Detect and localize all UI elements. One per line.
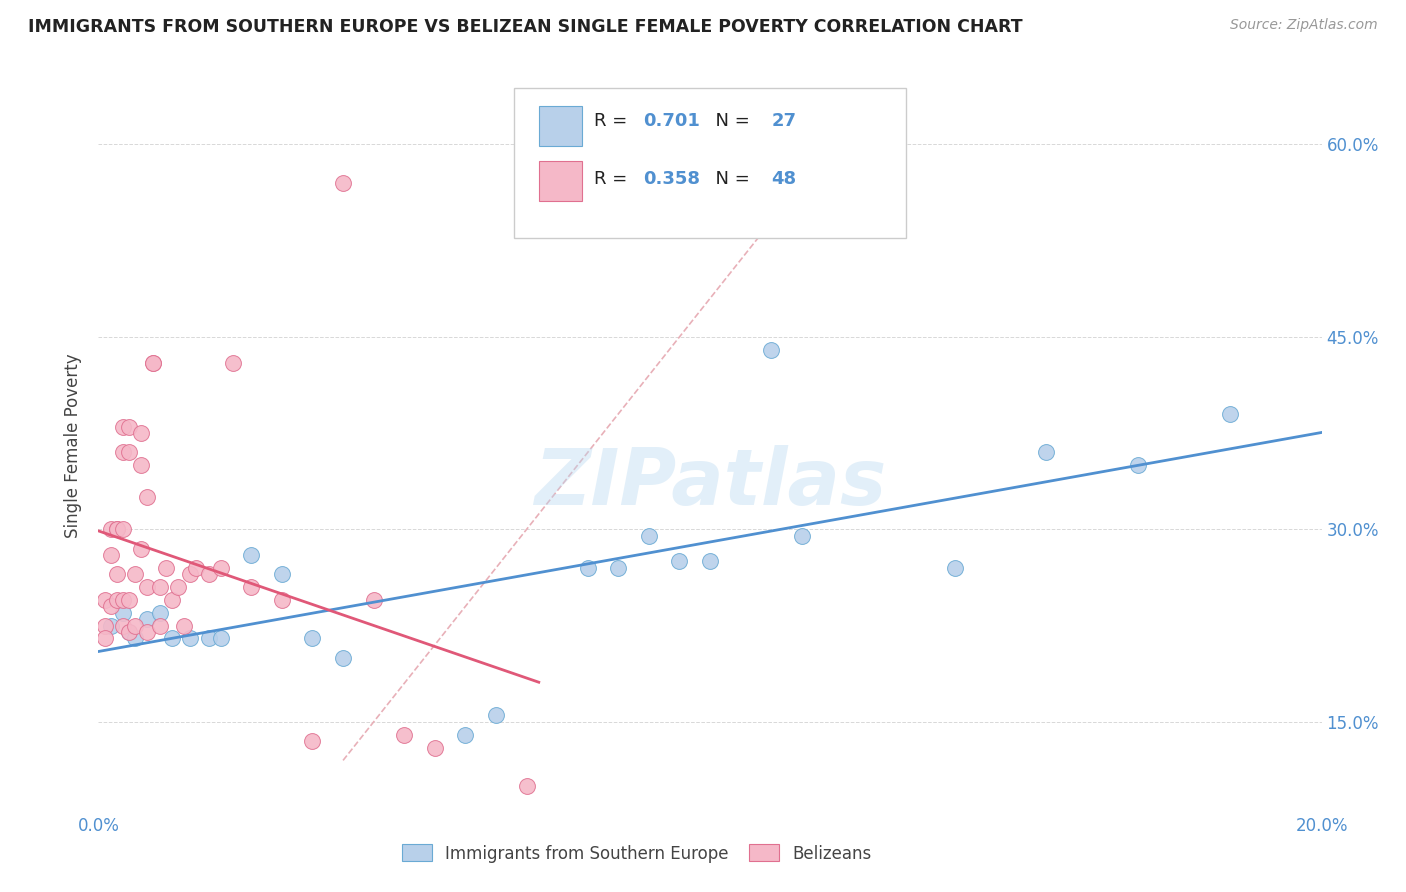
Point bbox=[1219, 407, 1241, 421]
Point bbox=[363, 593, 385, 607]
Point bbox=[136, 491, 159, 505]
Legend: Immigrants from Southern Europe, Belizeans: Immigrants from Southern Europe, Belizea… bbox=[395, 838, 877, 869]
Point bbox=[699, 554, 721, 568]
Point bbox=[332, 650, 354, 665]
Point bbox=[111, 419, 134, 434]
Point bbox=[111, 445, 134, 459]
Point bbox=[1035, 445, 1057, 459]
Text: N =: N = bbox=[704, 112, 755, 129]
Point bbox=[240, 580, 263, 594]
Point bbox=[142, 355, 165, 369]
Point bbox=[637, 529, 661, 543]
Point bbox=[332, 176, 354, 190]
Point bbox=[129, 426, 152, 441]
Text: 0.701: 0.701 bbox=[643, 112, 700, 129]
Text: N =: N = bbox=[704, 170, 755, 188]
Point bbox=[118, 419, 141, 434]
Point bbox=[142, 355, 165, 369]
Point bbox=[607, 561, 630, 575]
FancyBboxPatch shape bbox=[515, 87, 905, 237]
Point bbox=[111, 606, 134, 620]
Point bbox=[111, 523, 134, 537]
Point bbox=[668, 554, 690, 568]
Point bbox=[270, 593, 292, 607]
Point bbox=[516, 779, 538, 793]
Point bbox=[197, 567, 219, 582]
Point bbox=[209, 632, 232, 646]
Point bbox=[149, 606, 172, 620]
Point bbox=[454, 728, 477, 742]
Point bbox=[179, 567, 201, 582]
Y-axis label: Single Female Poverty: Single Female Poverty bbox=[65, 354, 83, 538]
Point bbox=[93, 632, 115, 646]
Point bbox=[240, 548, 263, 562]
FancyBboxPatch shape bbox=[538, 106, 582, 146]
Point bbox=[124, 632, 146, 646]
Text: Source: ZipAtlas.com: Source: ZipAtlas.com bbox=[1230, 18, 1378, 32]
Point bbox=[100, 523, 122, 537]
Point bbox=[943, 561, 966, 575]
Text: 27: 27 bbox=[770, 112, 796, 129]
Point bbox=[105, 523, 128, 537]
Point bbox=[111, 618, 134, 632]
Point bbox=[790, 529, 813, 543]
Text: ZIPatlas: ZIPatlas bbox=[534, 444, 886, 521]
Point bbox=[576, 561, 599, 575]
Text: R =: R = bbox=[593, 170, 633, 188]
Point bbox=[100, 599, 122, 614]
Text: R =: R = bbox=[593, 112, 633, 129]
Point bbox=[160, 593, 183, 607]
Point bbox=[124, 618, 146, 632]
Point bbox=[179, 632, 201, 646]
Point bbox=[301, 734, 323, 748]
Point bbox=[149, 580, 172, 594]
Point bbox=[222, 355, 245, 369]
Point bbox=[173, 618, 195, 632]
Point bbox=[93, 618, 115, 632]
Point bbox=[105, 567, 128, 582]
Point bbox=[129, 458, 152, 473]
Text: IMMIGRANTS FROM SOUTHERN EUROPE VS BELIZEAN SINGLE FEMALE POVERTY CORRELATION CH: IMMIGRANTS FROM SOUTHERN EUROPE VS BELIZ… bbox=[28, 18, 1022, 36]
Point bbox=[105, 593, 128, 607]
Point bbox=[167, 580, 190, 594]
Point bbox=[129, 541, 152, 556]
Point bbox=[423, 740, 446, 755]
Point bbox=[118, 625, 141, 640]
Point bbox=[155, 561, 177, 575]
Text: 48: 48 bbox=[770, 170, 796, 188]
Point bbox=[136, 625, 159, 640]
Point bbox=[485, 708, 508, 723]
Point bbox=[100, 618, 122, 632]
Point bbox=[759, 343, 782, 357]
Point bbox=[1128, 458, 1150, 473]
Point bbox=[136, 612, 159, 626]
Point bbox=[197, 632, 219, 646]
Point bbox=[301, 632, 323, 646]
Point bbox=[136, 580, 159, 594]
Point bbox=[392, 728, 416, 742]
Point bbox=[105, 523, 128, 537]
Point bbox=[149, 618, 172, 632]
Point bbox=[186, 561, 208, 575]
Point bbox=[124, 567, 146, 582]
Text: 0.358: 0.358 bbox=[643, 170, 700, 188]
Point bbox=[118, 445, 141, 459]
Point bbox=[209, 561, 232, 575]
Point bbox=[111, 593, 134, 607]
Point bbox=[93, 593, 115, 607]
Point bbox=[118, 593, 141, 607]
Point bbox=[118, 625, 141, 640]
Point bbox=[270, 567, 292, 582]
Point bbox=[160, 632, 183, 646]
FancyBboxPatch shape bbox=[538, 161, 582, 201]
Point bbox=[100, 548, 122, 562]
